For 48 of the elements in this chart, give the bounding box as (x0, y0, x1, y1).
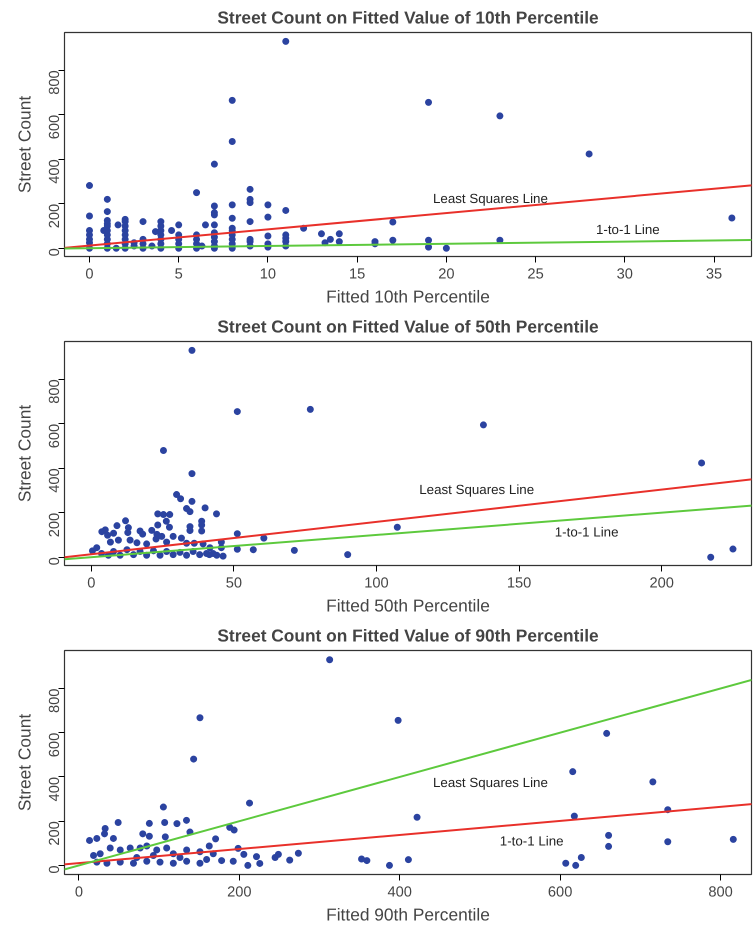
annotation: 1-to-1 Line (500, 833, 564, 848)
y-tick-label: 400 (47, 159, 63, 184)
annotation: Least Squares Line (433, 775, 548, 790)
y-tick-label: 600 (47, 114, 63, 140)
y-axis-title: Street Count (14, 404, 34, 502)
x-tick-label: 5 (174, 266, 183, 282)
x-tick-label: 400 (388, 884, 412, 900)
x-axis-title: Fitted 50th Percentile (326, 596, 490, 616)
x-tick-label: 0 (85, 266, 94, 282)
y-tick-label: 200 (47, 512, 63, 538)
x-tick-label: 20 (438, 266, 455, 282)
chart-title: Street Count on Fitted Value of 50th Percentile (217, 316, 599, 336)
x-tick-label: 0 (87, 576, 96, 592)
annotation: 1-to-1 Line (554, 524, 618, 540)
y-tick-label: 200 (47, 204, 63, 228)
y-tick-label: 800 (47, 70, 63, 95)
x-axis-title: Fitted 90th Percentile (326, 904, 490, 924)
x-tick-label: 100 (364, 576, 389, 592)
y-axis-title: Street Count (14, 714, 34, 812)
y-tick-label: 600 (47, 424, 63, 448)
x-tick-label: 0 (74, 884, 84, 900)
y-tick-label: 200 (47, 821, 63, 846)
x-tick-label: 600 (548, 884, 572, 900)
y-tick-label: 0 (47, 557, 63, 566)
x-tick-label: 25 (527, 266, 544, 282)
y-tick-label: 0 (47, 865, 63, 874)
y-tick-label: 400 (47, 776, 63, 802)
x-tick-label: 30 (616, 266, 633, 282)
y-axis-title: Street Count (14, 96, 34, 194)
x-tick-label: 15 (348, 266, 366, 282)
annotation: Least Squares Line (433, 190, 548, 206)
x-tick-label: 800 (708, 884, 733, 900)
x-tick-label: 35 (706, 266, 722, 282)
y-tick-label: 600 (47, 732, 63, 758)
annotation: Least Squares Line (419, 482, 534, 497)
y-tick-label: 800 (47, 379, 63, 404)
x-axis-title: Fitted 10th Percentile (326, 286, 490, 306)
x-tick-label: 50 (226, 576, 242, 592)
y-tick-label: 400 (47, 468, 63, 493)
chart-title: Street Count on Fitted Value of 10th Percentile (217, 8, 599, 28)
y-tick-label: 800 (47, 688, 63, 713)
x-tick-label: 10 (260, 266, 276, 282)
x-tick-label: 150 (506, 576, 532, 592)
annotation: 1-to-1 Line (596, 222, 660, 238)
x-tick-label: 200 (649, 576, 674, 592)
chart-title: Street Count on Fitted Value of 90th Percentile (217, 626, 599, 646)
y-tick-label: 0 (47, 248, 63, 256)
x-tick-label: 200 (227, 884, 252, 900)
